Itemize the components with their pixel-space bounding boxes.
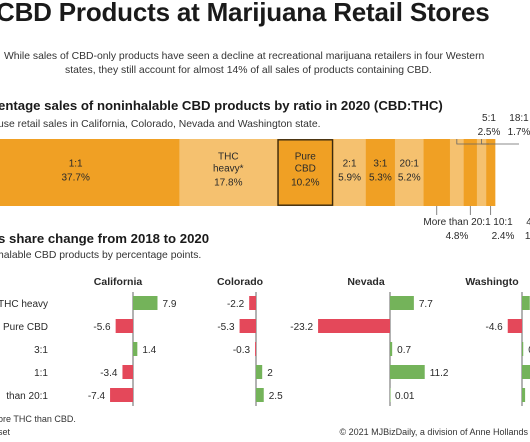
bar-nevada-3-1: [390, 342, 393, 356]
bar-segment-2-1: [333, 139, 367, 206]
page-title: CBD Products at Marijuana Retail Stores: [0, 0, 490, 27]
section-2-note: halable CBD products by percentage point…: [0, 250, 202, 261]
value-colorado-3-1: -0.3: [233, 345, 251, 356]
value-colorado-thc-heavy: -2.2: [227, 299, 245, 310]
value-nevada-pure-cbd: -23.2: [290, 322, 313, 333]
value-colorado-than-20-1: 2.5: [269, 391, 283, 402]
segment-name-18-1: 18:1: [509, 113, 529, 124]
segment-name-pure-cbd-1: Pure: [295, 152, 317, 163]
value-colorado-pure-cbd: -5.3: [217, 322, 235, 333]
credit-line: © 2021 MJBizDaily, a division of Anne Ho…: [339, 427, 528, 437]
bar-colorado-3-1: [255, 342, 256, 356]
segment-value-more-than-20-1: 4.8%: [446, 231, 469, 242]
section-1-title: entage sales of noninhalable CBD product…: [0, 98, 443, 113]
bar-washingto-1-1: [522, 365, 530, 379]
segment-value-10-1: 2.4%: [492, 231, 515, 242]
bar-segment-10-1: [463, 139, 478, 206]
bar-washingto-3-1: [522, 342, 524, 356]
category-label-thc-heavy: THC heavy: [0, 299, 48, 310]
bar-colorado-1-1: [256, 365, 263, 379]
leader-5-1: [456, 139, 489, 145]
category-label-pure-cbd: Pure CBD: [3, 322, 48, 333]
value-nevada-thc-heavy: 7.7: [419, 299, 433, 310]
value-california-1-1: -3.4: [100, 368, 118, 379]
value-california-than-20-1: -7.4: [88, 391, 106, 402]
segment-name-20-1: 20:1: [400, 159, 420, 170]
footnote-source: set: [0, 427, 11, 437]
segment-name-thc-heavy-1: THC: [218, 152, 239, 163]
bar-california-thc-heavy: [133, 296, 158, 310]
bar-california-1-1: [122, 365, 133, 379]
value-washingto-3-1: 0: [528, 345, 530, 356]
footnote-thc-heavy: ore THC than CBD.: [0, 414, 76, 424]
bar-colorado-pure-cbd: [239, 319, 256, 333]
bar-segment-20-1: [394, 139, 424, 206]
segment-value-4: 1.: [525, 231, 530, 242]
value-nevada-1-1: 11.2: [430, 368, 449, 379]
panel-title-washingto: Washingto: [465, 276, 518, 288]
bar-segment-4: [486, 139, 496, 206]
segment-value-thc-heavy: 17.8%: [214, 178, 242, 189]
panel-title-california: California: [94, 276, 143, 288]
segment-name-2-1: 2:1: [343, 159, 357, 170]
bar-washingto-pure-cbd: [507, 319, 522, 333]
segment-name-thc-heavy-2: heavy*: [213, 164, 244, 175]
segment-value-1-1: 37.7%: [61, 173, 89, 184]
panel-title-nevada: Nevada: [347, 276, 385, 288]
value-nevada-3-1: 0.7: [397, 345, 411, 356]
value-washingto-pure-cbd: -4.6: [486, 322, 504, 333]
bar-segment-1-1: [0, 139, 180, 206]
bar-nevada-than-20-1: [390, 388, 391, 402]
bar-segment-pure-cbd: [277, 139, 334, 206]
segment-name-pure-cbd-2: CBD: [295, 164, 316, 175]
category-label-1-1: 1:1: [34, 368, 48, 379]
bar-segment-3-1: [365, 139, 396, 206]
bar-washingto-thc-heavy: [522, 296, 530, 310]
segment-value-2-1: 5.9%: [338, 173, 361, 184]
subtitle-line-1: While sales of CBD-only products have se…: [4, 51, 485, 62]
segment-value-5-1: 2.5%: [478, 127, 501, 138]
segment-value-18-1: 1.7%: [508, 127, 530, 138]
value-colorado-1-1: 2: [267, 368, 273, 379]
segment-name-1-1: 1:1: [69, 159, 83, 170]
bar-segment-18-1: [476, 139, 487, 206]
segment-value-3-1: 5.3%: [369, 173, 392, 184]
value-california-pure-cbd: -5.6: [93, 322, 111, 333]
segment-name-more-than-20-1: More than 20:1: [423, 217, 491, 228]
leader-18-1: [481, 139, 519, 145]
category-label-3-1: 3:1: [34, 345, 48, 356]
bar-segment-more-than-20-1: [423, 139, 451, 206]
bar-nevada-1-1: [390, 365, 425, 379]
bar-nevada-pure-cbd: [318, 319, 390, 333]
bar-california-3-1: [133, 342, 138, 356]
bar-nevada-thc-heavy: [390, 296, 414, 310]
segment-name-5-1: 5:1: [482, 113, 496, 124]
segment-name-4: 4: [526, 217, 530, 228]
subtitle-line-2: states, they still account for almost 14…: [65, 65, 432, 76]
segment-value-20-1: 5.2%: [398, 173, 421, 184]
category-label-than-20-1: than 20:1: [6, 391, 48, 402]
section-2-title: s share change from 2018 to 2020: [0, 231, 210, 246]
value-california-3-1: 1.4: [142, 345, 156, 356]
bar-california-pure-cbd: [115, 319, 133, 333]
value-california-thc-heavy: 7.9: [162, 299, 176, 310]
bar-segment-5-1: [449, 139, 464, 206]
value-nevada-than-20-1: 0.01: [395, 391, 415, 402]
panel-title-colorado: Colorado: [217, 276, 263, 288]
bar-california-than-20-1: [110, 388, 133, 402]
segment-name-3-1: 3:1: [373, 159, 387, 170]
bar-segment-thc-heavy: [179, 139, 278, 206]
bar-colorado-than-20-1: [256, 388, 264, 402]
segment-name-10-1: 10:1: [493, 217, 513, 228]
bar-washingto-than-20-1: [522, 388, 526, 402]
segment-value-pure-cbd: 10.2%: [291, 178, 319, 189]
bar-segment-highlight-pure-cbd: [277, 139, 334, 206]
bar-colorado-thc-heavy: [249, 296, 256, 310]
section-1-note: use retail sales in California, Colorado…: [0, 119, 321, 130]
